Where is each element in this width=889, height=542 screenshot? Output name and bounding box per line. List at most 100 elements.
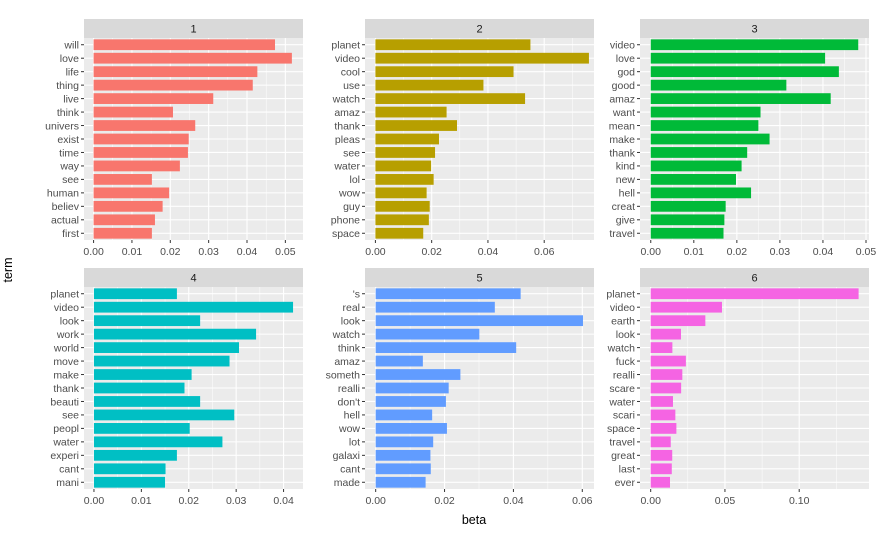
bar-amaz[interactable] [375, 355, 423, 367]
bar-thank[interactable] [650, 147, 748, 158]
bar-exist[interactable] [93, 133, 189, 145]
bar-earth[interactable] [650, 315, 706, 327]
bar-scari[interactable] [650, 409, 676, 421]
x-tick-label: 0.01 [131, 495, 152, 507]
bar-planet[interactable] [375, 39, 531, 51]
bar-last[interactable] [650, 463, 672, 475]
bar-thing[interactable] [93, 79, 253, 91]
bar-will[interactable] [93, 39, 276, 51]
bar-pleas[interactable] [375, 133, 439, 145]
bar-video[interactable] [375, 52, 589, 64]
y-tick-label: water [52, 437, 79, 449]
bar-give[interactable] [650, 214, 725, 226]
bar-watch[interactable] [650, 342, 673, 353]
bar-god[interactable] [650, 66, 839, 78]
bar-hell[interactable] [375, 409, 433, 421]
bar-planet[interactable] [93, 288, 177, 300]
bar-think[interactable] [93, 106, 173, 118]
bar-see[interactable] [93, 174, 152, 185]
x-tick-label: 0.10 [789, 495, 810, 507]
bar-look[interactable] [375, 315, 583, 327]
bar-use[interactable] [375, 79, 484, 91]
bar-beauti[interactable] [93, 396, 201, 407]
y-tick-label: 's [353, 289, 360, 301]
bar-wow[interactable] [375, 187, 427, 199]
bar-time[interactable] [93, 147, 188, 158]
bar-video[interactable] [93, 301, 294, 313]
bar-lol[interactable] [375, 174, 434, 185]
bar-water[interactable] [375, 160, 432, 172]
bar-don't[interactable] [375, 396, 446, 407]
y-axis-title: term [1, 258, 15, 283]
bar-peopl[interactable] [93, 423, 190, 434]
facet-strip [84, 268, 303, 287]
bar-make[interactable] [650, 133, 770, 145]
bar-life[interactable] [93, 66, 258, 78]
bar-see[interactable] [93, 409, 235, 421]
bar-water[interactable] [93, 436, 223, 448]
bar-live[interactable] [93, 93, 214, 104]
bar-new[interactable] [650, 174, 736, 185]
bar-water[interactable] [650, 396, 673, 407]
bar-kind[interactable] [650, 160, 742, 172]
bar-look[interactable] [650, 328, 681, 340]
bar-cant[interactable] [93, 463, 166, 475]
bar-look[interactable] [93, 315, 201, 327]
bar-travel[interactable] [650, 436, 671, 448]
bar-way[interactable] [93, 160, 180, 172]
bar-work[interactable] [93, 328, 257, 340]
bar-'s[interactable] [375, 288, 521, 300]
bar-watch[interactable] [375, 328, 480, 340]
bar-univers[interactable] [93, 120, 196, 131]
bar-see[interactable] [375, 147, 436, 158]
bar-ever[interactable] [650, 476, 670, 488]
bar-real[interactable] [375, 301, 495, 313]
bar-world[interactable] [93, 342, 240, 353]
bar-think[interactable] [375, 342, 517, 353]
bar-space[interactable] [375, 227, 424, 239]
bar-believ[interactable] [93, 200, 163, 212]
bar-love[interactable] [93, 52, 292, 64]
bar-travel[interactable] [650, 227, 724, 239]
bar-mean[interactable] [650, 120, 759, 131]
bar-mani[interactable] [93, 476, 166, 488]
bar-video[interactable] [650, 301, 722, 313]
bar-good[interactable] [650, 79, 787, 91]
bar-move[interactable] [93, 355, 230, 367]
y-tick-label: scare [609, 383, 635, 395]
bar-phone[interactable] [375, 214, 429, 226]
bar-amaz[interactable] [375, 106, 447, 118]
bar-fuck[interactable] [650, 355, 686, 367]
bar-want[interactable] [650, 106, 761, 118]
bar-video[interactable] [650, 39, 859, 51]
bar-lot[interactable] [375, 436, 434, 448]
bar-space[interactable] [650, 423, 677, 434]
bar-amaz[interactable] [650, 93, 831, 104]
bar-galaxi[interactable] [375, 449, 431, 461]
bar-realli[interactable] [375, 382, 449, 394]
bar-human[interactable] [93, 187, 170, 199]
bar-realli[interactable] [650, 369, 683, 380]
bar-great[interactable] [650, 449, 673, 461]
bar-cool[interactable] [375, 66, 514, 78]
bar-actual[interactable] [93, 214, 155, 226]
bar-make[interactable] [93, 369, 192, 380]
bar-wow[interactable] [375, 423, 447, 434]
bar-scare[interactable] [650, 382, 682, 394]
bar-thank[interactable] [375, 120, 457, 131]
bar-first[interactable] [93, 227, 152, 239]
bar-hell[interactable] [650, 187, 752, 199]
x-axis-title: beta [462, 513, 486, 527]
y-tick-label: wow [338, 188, 360, 200]
bar-planet[interactable] [650, 288, 859, 300]
bar-experi[interactable] [93, 449, 177, 461]
bar-guy[interactable] [375, 200, 430, 212]
bar-watch[interactable] [375, 93, 526, 104]
bar-cant[interactable] [375, 463, 431, 475]
bar-someth[interactable] [375, 369, 461, 380]
bar-love[interactable] [650, 52, 826, 64]
bar-thank[interactable] [93, 382, 185, 394]
bar-made[interactable] [375, 476, 426, 488]
bar-creat[interactable] [650, 200, 726, 212]
